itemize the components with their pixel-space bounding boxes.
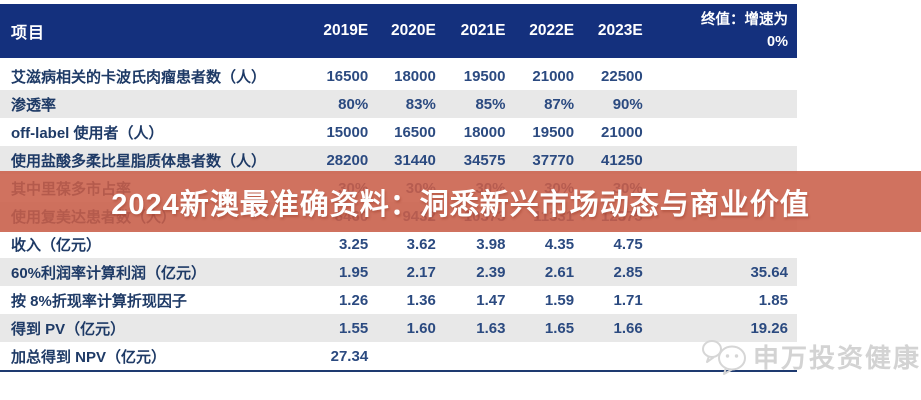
cell-2020e: 18000 (394, 67, 436, 85)
cell-2020e: 3.62 (406, 235, 436, 253)
cell-2021e: 18000 (463, 123, 506, 141)
row-label: 按 8%折现率计算折现因子 (11, 292, 187, 310)
header-terminal-line1: 终值：增速为 (701, 11, 788, 28)
row-label: 使用盐酸多柔比星脂质体患者数（人） (11, 152, 267, 170)
cell-2020e: 1.60 (406, 319, 436, 337)
table-row-penetration: 渗透率 80% 83% 85% 87% 90% (0, 90, 797, 118)
cell-2019e: 1.26 (338, 291, 369, 309)
watermark-text: 申万投资健康 (753, 342, 921, 373)
cell-2023e: 90% (612, 95, 643, 113)
cell-2019e: 16500 (326, 67, 369, 85)
cell-terminal: 19.26 (750, 319, 788, 337)
cell-2019e: 27.34 (330, 347, 369, 365)
cell-2023e: 4.75 (613, 235, 643, 253)
cell-2020e: 31440 (394, 151, 436, 169)
cell-2023e: 1.66 (613, 319, 643, 337)
cell-2020e: 2.17 (406, 263, 436, 281)
table-row-revenue: 收入（亿元） 3.25 3.62 3.98 4.35 4.75 (0, 230, 797, 258)
row-label: 60%利润率计算利润（亿元） (11, 264, 207, 282)
promo-banner-text: 2024新澳最准确资料：洞悉新兴市场动态与商业价值 (111, 188, 810, 221)
header-terminal-line2: 0% (767, 34, 788, 50)
cell-2023e: 2.85 (613, 263, 643, 281)
table-row-offlabel-users: off-label 使用者（人） 15000 16500 18000 19500… (0, 118, 797, 146)
table-row-doxorubicin-patients: 使用盐酸多柔比星脂质体患者数（人） 28200 31440 34575 3777… (0, 146, 797, 174)
cell-2019e: 15000 (326, 123, 369, 141)
table-row-patients-ks: 艾滋病相关的卡波氏肉瘤患者数（人） 16500 18000 19500 2100… (0, 62, 797, 90)
cell-2020e: 1.36 (406, 291, 436, 309)
wechat-icon (700, 336, 750, 376)
cell-2022e: 37770 (532, 151, 575, 169)
promo-overlay-banner: 2024新澳最准确资料：洞悉新兴市场动态与商业价值 (0, 171, 921, 232)
cell-2023e: 41250 (601, 151, 643, 169)
row-label: off-label 使用者（人） (11, 124, 164, 142)
row-label: 得到 PV（亿元） (11, 320, 126, 338)
cell-2021e: 85% (475, 95, 506, 113)
header-year-2020e: 2020E (391, 22, 436, 39)
header-year-2019e: 2019E (323, 22, 369, 39)
cell-2021e: 1.63 (476, 319, 506, 337)
cell-2019e: 80% (338, 95, 369, 113)
cell-2021e: 3.98 (476, 235, 506, 253)
cell-2021e: 1.47 (476, 291, 506, 309)
row-label: 艾滋病相关的卡波氏肉瘤患者数（人） (11, 68, 267, 86)
cell-2019e: 3.25 (338, 235, 369, 253)
header-project: 项目 (11, 25, 46, 42)
cell-2019e: 1.95 (338, 263, 369, 281)
watermark: 申万投资健康 (700, 336, 921, 376)
cell-terminal: 35.64 (750, 263, 788, 281)
table-row-pv: 得到 PV（亿元） 1.55 1.60 1.63 1.65 1.66 19.26 (0, 314, 797, 342)
table-row-npv-total: 加总得到 NPV（亿元） 27.34 (0, 342, 797, 370)
cell-2019e: 28200 (326, 151, 369, 169)
cell-2022e: 1.65 (544, 319, 575, 337)
cell-2020e: 16500 (394, 123, 436, 141)
cell-2022e: 21000 (532, 67, 575, 85)
row-label: 渗透率 (11, 96, 57, 114)
cell-2022e: 1.59 (544, 291, 575, 309)
header-terminal-value: 终值：增速为 0% (643, 4, 797, 58)
cell-2021e: 19500 (463, 67, 506, 85)
header-year-2022e: 2022E (529, 22, 575, 39)
cell-2022e: 2.61 (544, 263, 575, 281)
cell-2023e: 21000 (601, 123, 643, 141)
cell-2023e: 1.71 (613, 291, 643, 309)
cell-2022e: 87% (544, 95, 575, 113)
table-header-row: 项目 2019E 2020E 2021E 2022E 2023E 终值：增速为 … (0, 4, 797, 58)
cell-2020e: 83% (405, 95, 436, 113)
row-label: 加总得到 NPV（亿元） (11, 348, 167, 366)
header-year-2021e: 2021E (460, 22, 506, 39)
table-row-discount-factor: 按 8%折现率计算折现因子 1.26 1.36 1.47 1.59 1.71 1… (0, 286, 797, 314)
header-year-2023e: 2023E (597, 22, 643, 39)
cell-2021e: 34575 (463, 151, 506, 169)
cell-2022e: 4.35 (544, 235, 575, 253)
table-row-profit-60pct: 60%利润率计算利润（亿元） 1.95 2.17 2.39 2.61 2.85 … (0, 258, 797, 286)
cell-terminal: 1.85 (758, 291, 788, 309)
cell-2019e: 1.55 (338, 319, 369, 337)
cell-2021e: 2.39 (476, 263, 506, 281)
row-label: 收入（亿元） (11, 236, 102, 254)
cell-2022e: 19500 (532, 123, 575, 141)
cell-2023e: 22500 (601, 67, 643, 85)
